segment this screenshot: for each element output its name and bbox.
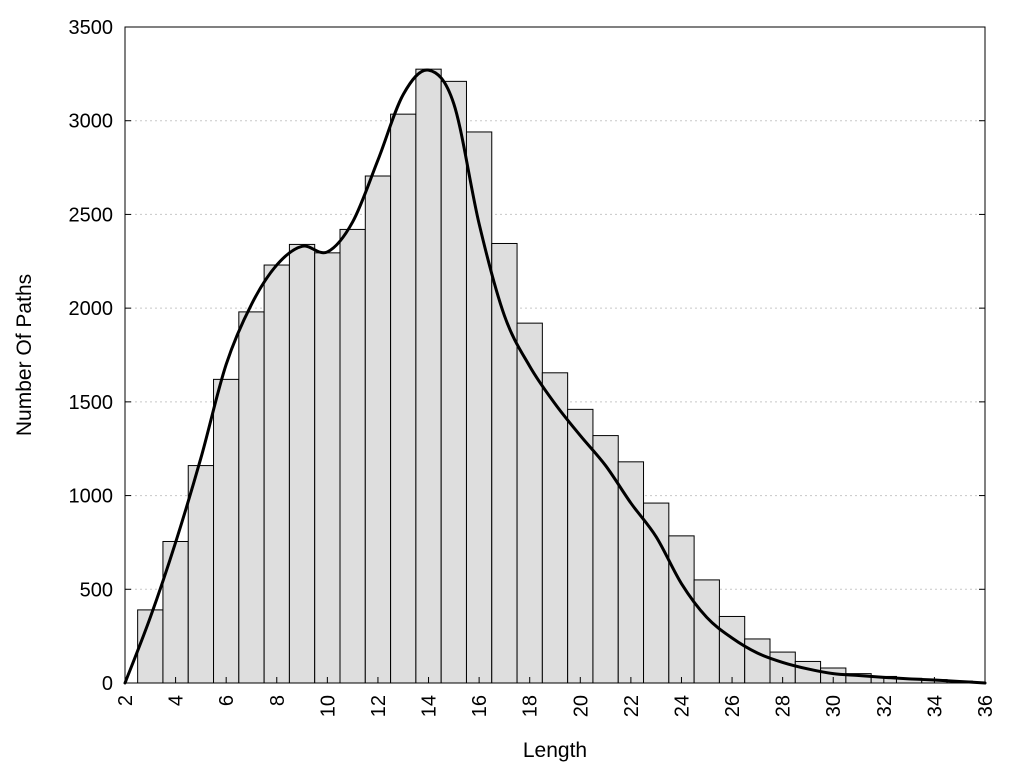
- bar-17: [491, 242, 518, 684]
- x-tick-label: 28: [773, 695, 795, 717]
- x-tick-label: 36: [975, 695, 997, 717]
- bar-3: [137, 609, 164, 684]
- x-tick-label: 8: [267, 695, 289, 706]
- y-tick-label: 2500: [69, 204, 114, 226]
- bar-11: [339, 228, 366, 684]
- bar-9: [288, 243, 316, 684]
- bar-27: [744, 638, 771, 684]
- y-tick-label: 500: [80, 579, 113, 601]
- x-tick-label: 18: [520, 695, 542, 717]
- x-tick-label: 24: [671, 695, 693, 717]
- bar-4: [162, 540, 189, 684]
- x-tick-label: 6: [216, 695, 238, 706]
- bar-5: [187, 465, 215, 684]
- bar-8: [263, 264, 290, 684]
- bar-23: [643, 502, 670, 684]
- x-tick-label: 32: [874, 695, 896, 717]
- bar-6: [213, 378, 240, 684]
- x-tick-label: 20: [570, 695, 592, 717]
- bar-12: [364, 175, 392, 684]
- bar-15: [440, 80, 467, 684]
- x-axis: 2 4 6 8 10 12 14 16 18 20 22 24 26 28 30 32 34 36: [115, 677, 997, 717]
- x-tick-label: 4: [166, 695, 188, 706]
- y-axis: 0 500 1000 1500 2000 2500 3000 3500: [69, 17, 985, 695]
- y-tick-label: 3500: [69, 17, 114, 39]
- x-tick-label: 10: [317, 695, 339, 717]
- bar-7: [238, 311, 265, 684]
- x-tick-label: 12: [368, 695, 390, 717]
- plot-frame: [124, 26, 986, 684]
- y-tick-label: 1500: [69, 392, 114, 414]
- y-axis-title: Number Of Paths: [13, 274, 36, 436]
- bar-14: [415, 68, 442, 684]
- bar-19: [541, 372, 569, 684]
- x-tick-label: 22: [621, 695, 643, 717]
- bar-22: [617, 461, 645, 684]
- trend-curve: [123, 68, 987, 685]
- y-tick-label: 3000: [69, 111, 114, 133]
- bar-20: [567, 408, 594, 684]
- y-tick-label: 2000: [69, 298, 114, 320]
- bar-18: [516, 322, 543, 684]
- bars: [137, 68, 973, 684]
- bar-26: [718, 615, 746, 684]
- bar-10: [314, 252, 341, 684]
- bar-13: [390, 113, 417, 684]
- bar-16: [465, 131, 493, 684]
- x-tick-label: 26: [722, 695, 744, 717]
- x-tick-label: 16: [469, 695, 491, 717]
- bar-24: [668, 535, 695, 684]
- x-axis-title: Length: [523, 739, 587, 762]
- bar-25: [693, 579, 720, 684]
- x-tick-label: 30: [823, 695, 845, 717]
- x-tick-label: 2: [115, 695, 137, 706]
- bar-21: [592, 435, 619, 684]
- x-tick-label: 34: [924, 695, 946, 717]
- x-tick-label: 14: [419, 695, 441, 717]
- y-tick-label: 0: [102, 673, 113, 695]
- y-tick-label: 1000: [69, 486, 114, 508]
